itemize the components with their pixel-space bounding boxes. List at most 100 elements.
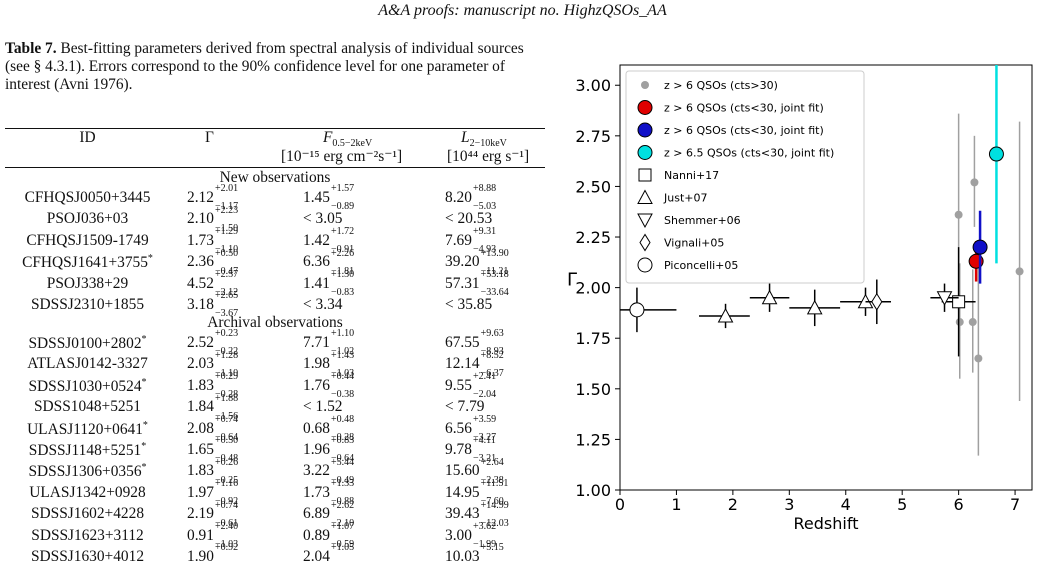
source-id: SDSSJ1602+4228	[5, 505, 170, 523]
gamma-cell-errors: +2.01 −1.17	[215, 184, 238, 212]
gamma-cell-value: 1.97	[187, 483, 214, 501]
x-tick-label: 7	[1010, 495, 1020, 514]
gamma-cell: 2.08 +0.74 −0.64	[187, 415, 238, 443]
gamma-cell-errors: +0.29 −0.28	[215, 372, 238, 400]
luminosity-cell-value: 67.55	[445, 334, 480, 351]
flux-cell-upper-error: +1.05	[330, 542, 355, 554]
gamma-cell-upper-error: +1.88	[214, 392, 239, 404]
flux-cell-lower-error: −0.38	[330, 389, 355, 401]
flux-cell-value: 6.36	[303, 253, 330, 271]
gamma-cell-upper-error: +0.74	[214, 499, 239, 511]
lum-subscript: 2−10keV	[469, 138, 507, 150]
luminosity-cell-upper-error: +2.41	[472, 371, 497, 383]
luminosity-cell-upper-error: +4.11	[472, 435, 496, 447]
gamma-cell-errors: +1.28 −1.10	[215, 350, 238, 378]
source-id: SDSSJ1306+0356*	[5, 462, 170, 481]
flux-cell-errors: +0.48 −0.28	[331, 415, 354, 443]
flux-cell-value: < 3.05	[303, 210, 343, 228]
col-unit-lum: [10⁴⁴ erg s⁻¹]	[447, 148, 530, 165]
x-tick-label: 2	[728, 495, 738, 514]
x-axis-label: Redshift	[794, 514, 859, 533]
luminosity-cell-value: 9.78	[445, 441, 472, 458]
gamma-cell: 2.03 +1.28 −1.10	[187, 350, 238, 378]
gamma-cell-errors: +2.40 −1.03	[215, 522, 238, 550]
table-row: SDSSJ1306+0356* 1.83 +0.26 −0.25 3.22 +5.44 −0…	[5, 456, 545, 485]
gamma-cell-value: 2.52	[187, 334, 214, 351]
x-tick-label: 1	[671, 495, 681, 514]
gamma-cell-value: 2.36	[187, 253, 214, 271]
source-id: CFHQSJ0050+3445	[5, 189, 170, 207]
flux-cell-value: 1.76	[303, 376, 330, 394]
flux-cell-lower-error: −1.02	[330, 346, 355, 358]
source-id-text: CFHQSJ1509-1749	[26, 231, 149, 249]
luminosity-cell-upper-error: +13.90	[480, 247, 509, 259]
luminosity-cell-value: < 7.79	[445, 398, 485, 416]
gamma-cell-errors: +0.92	[215, 543, 238, 565]
table-row: CFHQSJ0050+3445 2.12 +2.01 −1.17 1.45 +1.57 −0…	[5, 184, 545, 212]
gamma-cell-value: 2.03	[187, 355, 214, 373]
source-id-text: ATLASJ0142-3327	[27, 355, 148, 373]
luminosity-cell-errors: +8.52 −6.37	[481, 350, 504, 378]
table-row: SDSS1048+5251 1.84 +1.88 −1.56 < 1.52 < 7.79	[5, 393, 545, 421]
flux-cell-value: 1.73	[303, 483, 330, 501]
gamma-cell-errors: +1.16 −0.92	[215, 479, 238, 507]
gamma-cell: 2.10 +2.23 −1.50	[187, 205, 238, 233]
x-tick-label: 3	[784, 495, 794, 514]
luminosity-cell-upper-error: +5.15	[480, 542, 504, 554]
gamma-cell-value: 4.52	[187, 274, 214, 292]
flux-cell-upper-error: +1.10	[330, 328, 355, 340]
luminosity-cell-upper-error: +53.18	[480, 269, 509, 281]
source-id-marker: *	[142, 419, 148, 431]
gamma-cell-lower-error: −1.10	[214, 367, 239, 379]
chart-legend: z > 6 QSOs (cts>30) z > 6 QSOs (cts<30, j…	[625, 70, 865, 284]
luminosity-cell: < 7.79	[445, 398, 484, 416]
y-tick-label: 2.50	[575, 177, 611, 196]
luminosity-cell-errors: +5.15	[481, 543, 504, 565]
source-id: SDSSJ1030+0524*	[5, 377, 170, 396]
col-header-lum: L2−10keV	[461, 129, 507, 149]
gamma-cell-errors: +1.88 −1.56	[215, 393, 238, 421]
source-id-text: CFHQSJ1641+3755	[22, 254, 148, 272]
series-6	[930, 283, 959, 312]
legend-marker	[637, 257, 653, 273]
table-row: SDSSJ1623+3112 0.91 +2.40 −1.03 0.89 +1.07 −0.…	[5, 522, 545, 550]
data-point	[970, 178, 979, 187]
table-top-rule	[5, 128, 545, 129]
flux-cell-upper-error: +2.26	[330, 247, 355, 259]
gamma-cell-upper-error: +1.16	[214, 478, 239, 490]
luminosity-cell-lower-error: −4.93	[472, 244, 497, 256]
data-point	[717, 307, 734, 323]
luminosity-cell-lower-error	[481, 562, 504, 570]
luminosity-cell: 15.60 +2.64 −2.38	[445, 457, 504, 485]
flux-cell: 7.71 +1.10 −1.02	[303, 329, 354, 357]
gamma-cell-value: 1.73	[187, 231, 214, 249]
flux-cell-errors: +1.43 −1.03	[331, 350, 354, 378]
source-id: ULASJ1342+0928	[5, 484, 170, 502]
legend-marker	[637, 145, 653, 160]
luminosity-cell: 14.95 +11.51 −7.60	[445, 479, 508, 507]
legend-marker	[638, 168, 652, 182]
gamma-cell: 1.73 +1.29 −1.10	[187, 227, 238, 255]
flux-cell-value: 3.22	[303, 462, 330, 480]
luminosity-cell: 3.00 +3.62 −1.99	[445, 522, 496, 550]
caption-text: Best-fitting parameters derived from spe…	[5, 40, 524, 93]
y-tick-label: 2.25	[575, 228, 611, 247]
flux-cell-errors: +1.07 −0.59	[331, 522, 354, 550]
luminosity-cell-upper-error: +14.99	[480, 499, 509, 511]
flux-cell: 3.22 +5.44 −0.49	[303, 456, 355, 485]
flux-cell-upper-error: +5.44	[330, 456, 355, 468]
flux-cell-lower-error: −0.28	[330, 432, 355, 444]
chart-svg: 0 1 2 3 4 5 6 7 1.00 1.25 1.50 1.75 2.00 2.25 2.50 2.75…	[567, 64, 1033, 533]
flux-cell-upper-error: +2.62	[330, 499, 355, 511]
luminosity-cell-value: 57.31	[445, 274, 480, 292]
flux-cell-value: < 1.52	[303, 398, 343, 416]
luminosity-cell: 6.56 +3.59 −3.27	[445, 415, 496, 443]
flux-cell-value: 0.68	[303, 419, 330, 437]
flux-cell: < 1.52	[303, 398, 342, 416]
y-axis-label: Γ	[567, 270, 577, 291]
source-id-text: SDSSJ1030+0524	[28, 377, 142, 395]
series-3	[988, 65, 1004, 264]
luminosity-cell-lower-error: −1.99	[472, 539, 497, 551]
flux-cell-upper-error: +1.07	[330, 521, 355, 533]
luminosity-cell-lower-error: −2.38	[480, 474, 504, 486]
